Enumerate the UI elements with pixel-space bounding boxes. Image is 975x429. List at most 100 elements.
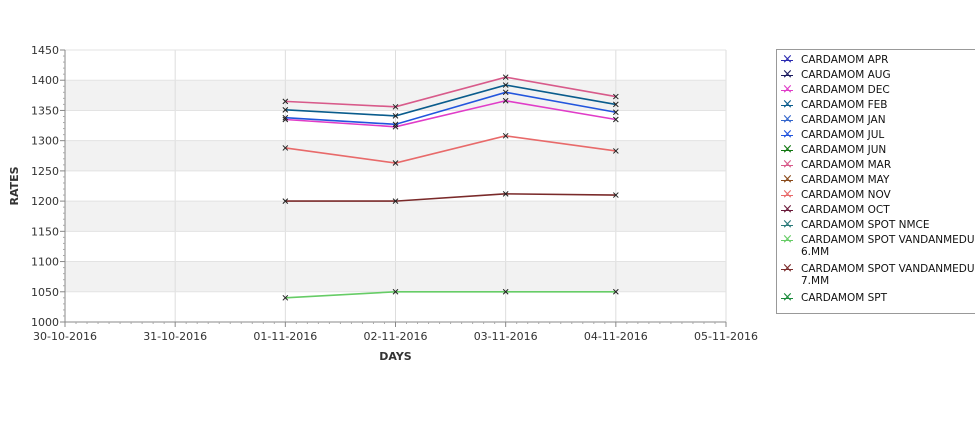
data-point: [392, 288, 399, 295]
data-point: [282, 145, 289, 151]
legend-marker-icon: [777, 96, 801, 113]
series-line: [285, 76, 616, 108]
legend-item: CARDAMOM APR: [777, 51, 975, 68]
legend-item: CARDAMOM JAN: [777, 111, 975, 128]
x-tick-label: 30-10-2016: [33, 330, 97, 343]
legend-label: CARDAMOM DEC: [801, 84, 890, 96]
series-line: [285, 84, 616, 117]
data-point: [502, 191, 509, 197]
legend-label: CARDAMOM MAY: [801, 174, 890, 186]
legend-marker-icon: [777, 51, 801, 68]
legend-item: CARDAMOM DEC: [777, 81, 975, 98]
x-tick-label: 02-11-2016: [364, 330, 428, 343]
legend-marker-icon: [777, 141, 801, 158]
series-line: [285, 91, 616, 126]
legend-item: CARDAMOM SPOT VANDANMEDU 6.MM: [777, 231, 975, 258]
data-point: [392, 123, 399, 130]
y-tick-label: 1300: [31, 135, 59, 148]
legend-marker-icon: [777, 156, 801, 173]
legend-item: CARDAMOM SPOT NMCE: [777, 216, 975, 233]
data-point: [282, 98, 289, 105]
legend-label: CARDAMOM JAN: [801, 114, 886, 126]
data-point: [612, 192, 619, 198]
data-point: [612, 116, 619, 123]
y-axis-title: RATES: [8, 166, 21, 205]
data-point: [502, 82, 509, 88]
legend-item: CARDAMOM AUG: [777, 66, 975, 83]
legend-item: CARDAMOM FEB: [777, 96, 975, 113]
legend-item: CARDAMOM MAY: [777, 171, 975, 188]
y-tick-label: 1350: [31, 104, 59, 117]
data-point: [502, 288, 509, 295]
legend-label: CARDAMOM APR: [801, 54, 889, 66]
data-point: [392, 198, 399, 204]
data-point: [612, 101, 619, 108]
legend-item: CARDAMOM SPOT VANDANMEDU 7.MM: [777, 260, 975, 287]
data-point: [612, 148, 619, 154]
data-point: [282, 114, 289, 121]
legend-label: CARDAMOM SPOT VANDANMEDU 6.MM: [801, 234, 975, 258]
legend-item: CARDAMOM JUN: [777, 141, 975, 158]
data-point: [502, 132, 509, 139]
x-axis-title: DAYS: [379, 350, 412, 363]
data-point: [502, 89, 509, 96]
data-point: [392, 160, 399, 166]
data-point: [502, 97, 509, 104]
y-tick-label: 1400: [31, 74, 59, 87]
legend-label: CARDAMOM JUL: [801, 129, 885, 141]
legend-label: CARDAMOM AUG: [801, 69, 891, 81]
data-point: [282, 106, 289, 113]
legend-label: CARDAMOM NOV: [801, 189, 891, 201]
legend-marker-icon: [777, 66, 801, 83]
series-line: [285, 99, 616, 128]
data-point: [612, 109, 619, 116]
data-point: [502, 74, 509, 81]
legend-marker-icon: [777, 289, 801, 306]
legend-item: CARDAMOM JUL: [777, 126, 975, 143]
series-line: [285, 135, 616, 164]
data-point: [282, 198, 289, 204]
series-line: [285, 290, 616, 299]
x-tick-label: 04-11-2016: [584, 330, 648, 343]
legend-item: CARDAMOM OCT: [777, 201, 975, 218]
x-tick-label: 05-11-2016: [694, 330, 758, 343]
legend-item: CARDAMOM MAR: [777, 156, 975, 173]
legend-label: CARDAMOM JUN: [801, 144, 887, 156]
data-point: [282, 294, 289, 301]
legend-label: CARDAMOM FEB: [801, 99, 888, 111]
y-tick-label: 1450: [31, 44, 59, 57]
legend-item: CARDAMOM NOV: [777, 186, 975, 203]
y-tick-label: 1200: [31, 195, 59, 208]
legend-marker-icon: [777, 126, 801, 143]
legend-marker-icon: [777, 186, 801, 203]
x-tick-label: 03-11-2016: [474, 330, 538, 343]
data-point: [612, 93, 619, 100]
data-point: [612, 288, 619, 295]
legend-marker-icon: [777, 260, 801, 277]
x-tick-label: 31-10-2016: [143, 330, 207, 343]
y-tick-label: 1000: [31, 316, 59, 329]
legend-marker-icon: [777, 231, 801, 248]
legend: CARDAMOM APR CARDAMOM AUG CARDAMOM DEC CARD…: [776, 49, 975, 314]
y-tick-label: 1050: [31, 286, 59, 299]
legend-item: CARDAMOM SPT: [777, 289, 975, 306]
y-tick-label: 1100: [31, 256, 59, 269]
legend-marker-icon: [777, 201, 801, 218]
data-point: [392, 103, 399, 110]
legend-label: CARDAMOM OCT: [801, 204, 890, 216]
legend-marker-icon: [777, 111, 801, 128]
legend-marker-icon: [777, 81, 801, 98]
data-point: [392, 113, 399, 119]
legend-marker-icon: [777, 171, 801, 188]
x-tick-label: 01-11-2016: [253, 330, 317, 343]
y-tick-label: 1250: [31, 165, 59, 178]
legend-label: CARDAMOM MAR: [801, 159, 892, 171]
series-line: [285, 193, 616, 202]
data-point: [392, 121, 399, 128]
legend-label: CARDAMOM SPT: [801, 292, 888, 304]
legend-label: CARDAMOM SPOT VANDANMEDU 7.MM: [801, 263, 975, 287]
legend-marker-icon: [777, 216, 801, 233]
legend-label: CARDAMOM SPOT NMCE: [801, 219, 930, 231]
